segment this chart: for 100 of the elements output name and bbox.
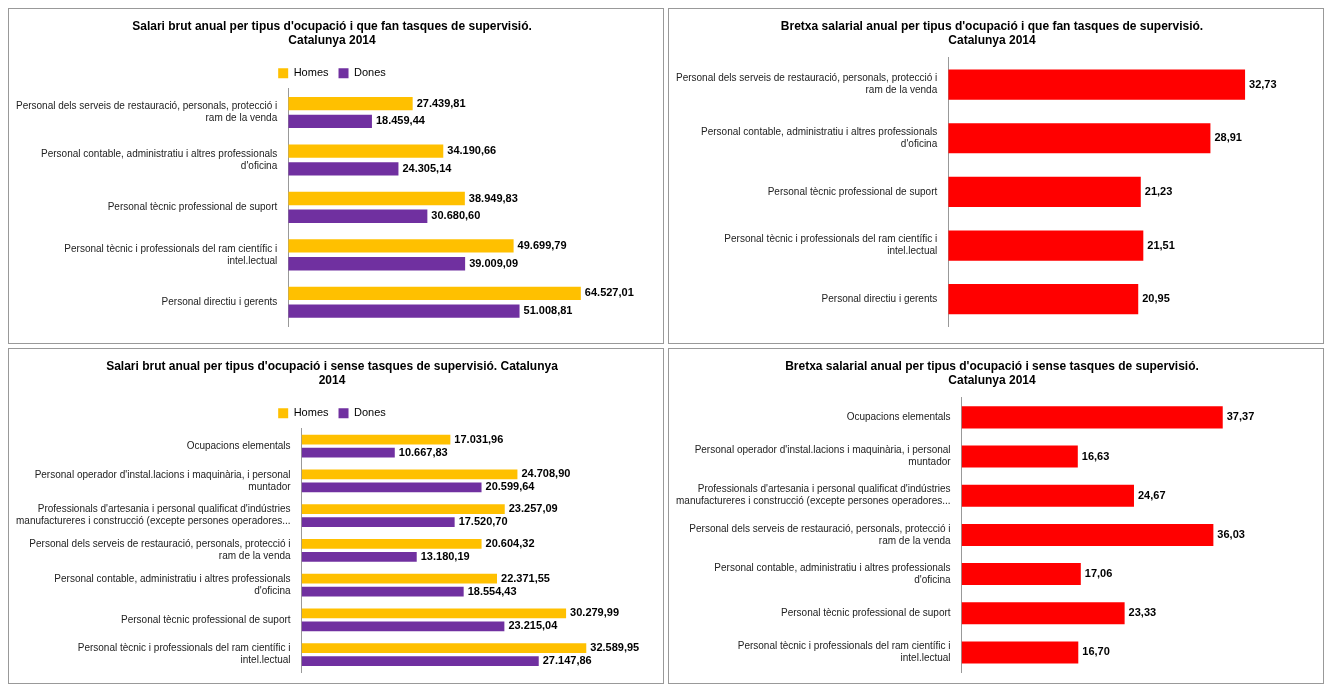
y-tick-label: Personal dels serveis de restauració, personals, protecció i ram de la venda (15, 100, 278, 124)
data-label: 17.520,70 (458, 515, 508, 528)
data-label: 21,23 (1144, 184, 1173, 197)
data-label: 17.031,96 (454, 432, 504, 445)
bar (288, 257, 466, 271)
bar (301, 447, 395, 458)
bar (301, 621, 505, 632)
bar (288, 144, 444, 158)
data-label: 20.604,32 (485, 536, 535, 549)
bar (301, 552, 417, 562)
bar (301, 504, 505, 515)
y-tick-label: Personal contable, administratiu i altres professionals d'oficina (701, 126, 938, 150)
y-tick-label: Personal directiu i gerents (821, 292, 938, 304)
data-label: 37,37 (1226, 410, 1255, 423)
bar (961, 523, 1214, 546)
y-tick-label: Personal tècnic i professionals del ram científic i intel.lectual (724, 233, 938, 257)
bar (288, 191, 465, 206)
bar (301, 573, 498, 584)
bar (301, 517, 455, 528)
chart-title: Salari brut anual per tipus d'ocupació i que fan tasques de supervisió. Catalunya 2014 (132, 18, 532, 47)
data-label: 22.371,55 (501, 571, 550, 584)
y-tick-label: Personal contable, administratiu i altres professionals d'oficina (54, 572, 292, 596)
bar (288, 114, 372, 129)
y-tick-label: Professionals d'artesania i personal qualificat d'indústries manufactureres i construcció (excepte persones operadores... (15, 503, 291, 527)
bar (961, 484, 1134, 507)
data-label: 20.599,64 (485, 480, 536, 493)
data-label: 18.459,44 (375, 114, 426, 127)
y-tick-label: Personal tècnic professional de suport (781, 606, 951, 618)
data-label: 38.949,83 (468, 191, 518, 204)
data-label: 32,73 (1249, 77, 1277, 90)
data-label: 34.190,66 (447, 144, 497, 157)
bar (301, 656, 539, 667)
y-tick-label: Personal contable, administratiu i altres professionals d'oficina (41, 147, 278, 171)
y-tick-label: Personal operador d'instal.lacions i maquinària, i personal muntador (34, 468, 292, 492)
data-label: 13.180,19 (420, 549, 470, 562)
bar (301, 539, 482, 549)
bar (961, 641, 1079, 664)
data-label: 17,06 (1084, 567, 1113, 580)
y-tick-label: Personal tècnic professional de suport (121, 613, 291, 625)
data-label: 24.708,90 (521, 467, 571, 480)
data-label: 39.009,09 (469, 256, 519, 269)
data-label: 24,67 (1137, 488, 1166, 501)
chart-title: Salari brut anual per tipus d'ocupació i sense tasques de supervisió. Catalunya 2014 (106, 358, 559, 387)
bar (961, 602, 1125, 625)
bar (948, 123, 1211, 154)
data-label: 20,95 (1142, 292, 1170, 305)
data-label: 27.439,81 (416, 96, 466, 109)
y-tick-label: Personal tècnic i professionals del ram científic i intel.lectual (737, 640, 951, 664)
data-label: 28,91 (1214, 131, 1242, 144)
bar (948, 69, 1246, 100)
bar (301, 608, 567, 619)
data-label: 27.147,86 (542, 654, 592, 667)
y-tick-label: Personal operador d'instal.lacions i maquinària, i personal muntador (694, 444, 952, 468)
chart-title: Bretxa salarial anual per tipus d'ocupació i sense tasques de supervisió. Catalunya 2014 (785, 358, 1199, 387)
y-tick-label: Personal tècnic i professionals del ram científic i intel.lectual (77, 642, 291, 666)
data-label: 18.554,43 (467, 584, 517, 597)
bar (961, 563, 1081, 586)
y-tick-label: Personal tècnic i professionals del ram científic i intel.lectual (64, 242, 278, 266)
data-label: 21,51 (1147, 238, 1175, 251)
y-tick-label: Personal contable, administratiu i altres professionals d'oficina (714, 561, 952, 585)
bar (301, 643, 587, 653)
data-label: 24.305,14 (402, 161, 453, 174)
data-label: 23.257,09 (508, 502, 558, 515)
bar (288, 286, 581, 301)
data-label: 36,03 (1217, 527, 1245, 540)
chart-title: Bretxa salarial anual per tipus d'ocupació i que fan tasques de supervisió. Catalunya 2014 (780, 18, 1204, 47)
data-label: 32.589,95 (590, 641, 640, 654)
y-tick-label: Personal dels serveis de restauració, personals, protecció i ram de la venda (675, 72, 938, 96)
data-label: 16,63 (1081, 449, 1110, 462)
bar (948, 176, 1141, 207)
legend-label: Dones (354, 406, 387, 419)
bar (301, 586, 464, 597)
data-label: 23.215,04 (508, 619, 559, 632)
y-tick-label: Professionals d'artesania i personal qualificat d'indústries manufactureres i construcció (excepte persones operadores... (675, 483, 951, 507)
bar (948, 284, 1139, 315)
bar (288, 304, 520, 318)
bar (961, 406, 1223, 429)
y-tick-label: Personal tècnic professional de suport (107, 201, 278, 213)
y-tick-label: Ocupacions elementals (846, 411, 951, 423)
bar (961, 445, 1078, 468)
y-tick-label: Personal directiu i gerents (161, 296, 278, 308)
y-tick-label: Ocupacions elementals (186, 439, 291, 451)
bar (288, 96, 413, 111)
bar (288, 209, 428, 223)
bar (288, 162, 399, 176)
data-label: 49.699,79 (517, 238, 567, 251)
bar (301, 482, 482, 493)
data-label: 23,33 (1128, 606, 1157, 619)
data-label: 16,70 (1082, 645, 1110, 658)
data-label: 30.279,99 (570, 606, 620, 619)
y-tick-label: Personal tècnic professional de suport (767, 185, 938, 197)
y-tick-label: Personal dels serveis de restauració, personals, protecció i ram de la venda (29, 538, 292, 562)
data-label: 51.008,81 (523, 304, 573, 317)
y-tick-label: Personal dels serveis de restauració, personals, protecció i ram de la venda (689, 522, 952, 546)
legend-label: Homes (293, 406, 330, 419)
bar (948, 230, 1144, 261)
data-label: 30.680,60 (431, 209, 481, 222)
bar (301, 469, 518, 480)
legend-label: Homes (293, 66, 330, 79)
data-label: 10.667,83 (398, 445, 448, 458)
